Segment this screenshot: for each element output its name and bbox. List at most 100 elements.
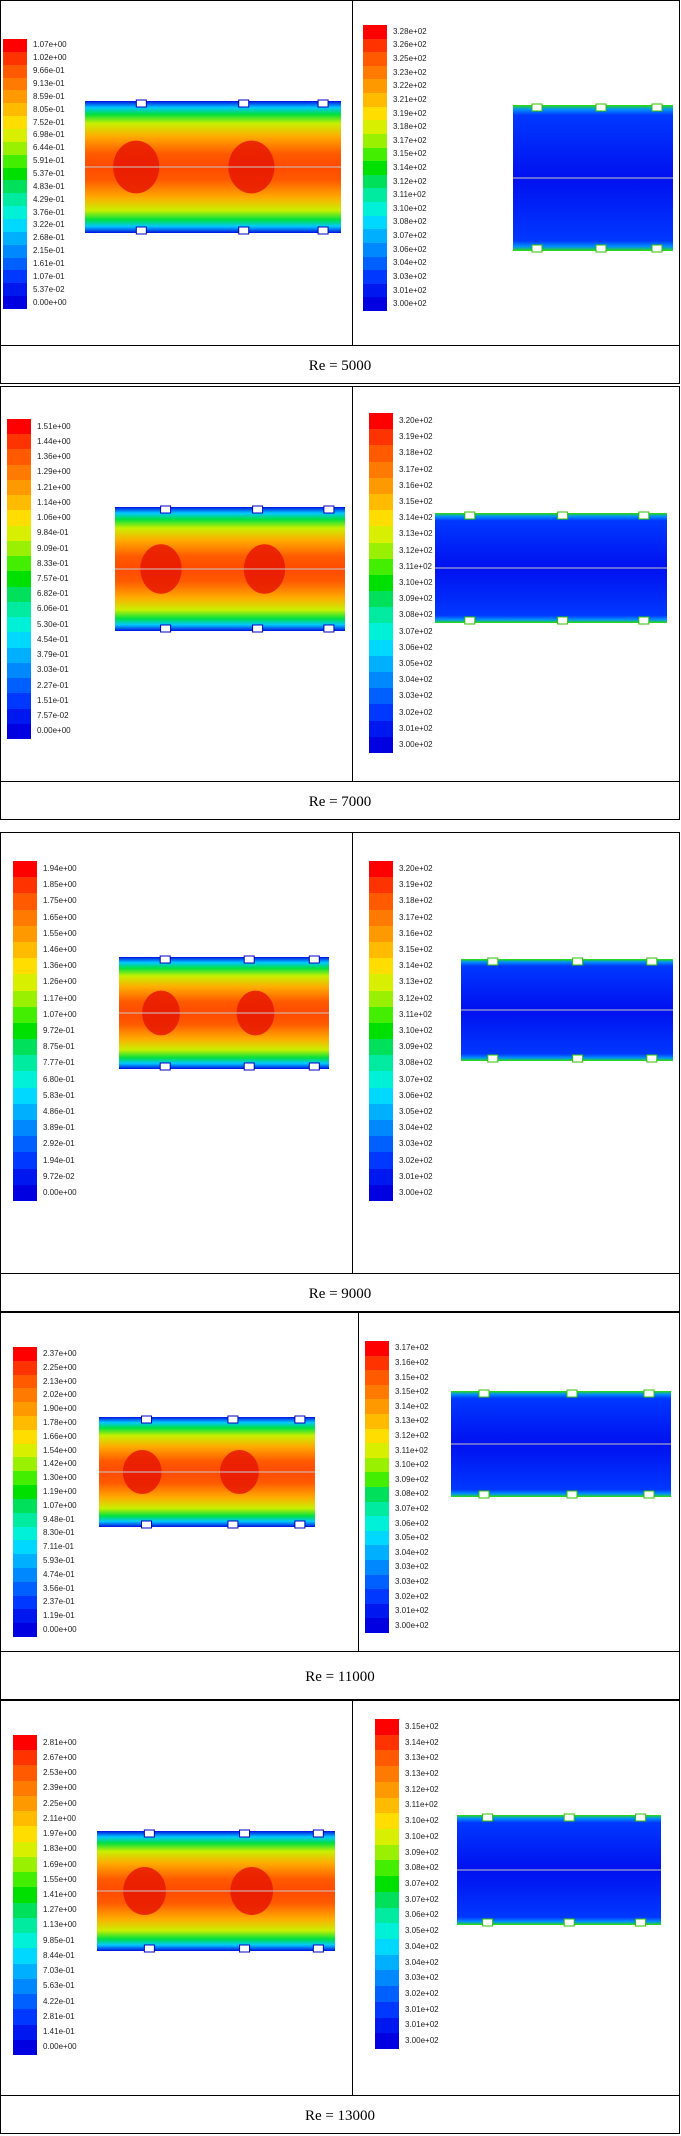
temperature-colorbar-label: 3.10e+02 bbox=[399, 578, 433, 587]
velocity-colorbar-label: 0.00e+00 bbox=[43, 1187, 77, 1197]
velocity-colorbar-label: 1.61e-01 bbox=[33, 259, 65, 268]
velocity-colorbar-swatch bbox=[13, 1374, 37, 1389]
temperature-colorbar-swatch bbox=[365, 1370, 389, 1386]
velocity-colorbar-label: 4.54e-01 bbox=[37, 634, 69, 644]
velocity-colorbar-label: 1.17e+00 bbox=[43, 993, 77, 1003]
temperature-colorbar: 3.20e+02 3.19e+02 3.18e+02 3.17e+02 3.16e+02… bbox=[369, 861, 439, 1202]
velocity-colorbar-label: 8.59e-01 bbox=[33, 91, 65, 101]
temperature-colorbar-label: 3.13e+02 bbox=[399, 529, 433, 539]
temperature-colorbar-label: 3.04e+02 bbox=[405, 1941, 439, 1951]
temperature-colorbar-swatch bbox=[375, 1750, 399, 1767]
temperature-colorbar-swatch bbox=[369, 704, 393, 722]
temperature-colorbar-label: 3.25e+02 bbox=[393, 54, 427, 64]
temperature-colorbar-label: 3.07e+02 bbox=[395, 1503, 429, 1513]
velocity-colorbar-label: 1.41e+00 bbox=[43, 1890, 77, 1899]
temperature-colorbar-swatch bbox=[375, 1986, 399, 2003]
velocity-colorbar-label: 7.11e-01 bbox=[43, 1542, 74, 1552]
velocity-colorbar-label: 1.51e-01 bbox=[37, 695, 69, 705]
temperature-colorbar-swatch bbox=[365, 1589, 389, 1605]
temperature-colorbar-swatch bbox=[369, 1087, 393, 1105]
temperature-colorbar-swatch bbox=[363, 161, 387, 176]
temperature-colorbar-label: 3.10e+02 bbox=[405, 1816, 439, 1826]
velocity-colorbar-label: 1.36e+00 bbox=[43, 961, 77, 971]
temperature-colorbar-swatch bbox=[363, 25, 387, 40]
temperature-colorbar-swatch bbox=[365, 1530, 389, 1546]
velocity-colorbar-swatch bbox=[13, 1022, 37, 1040]
velocity-colorbar-label: 0.00e+00 bbox=[33, 297, 67, 307]
temperature-colorbar-label: 3.10e+02 bbox=[399, 1026, 433, 1035]
velocity-colorbar-swatch bbox=[7, 419, 31, 435]
temperature-colorbar-swatch bbox=[363, 38, 387, 53]
temperature-colorbar-swatch bbox=[369, 429, 393, 446]
channel-rib bbox=[638, 511, 650, 520]
velocity-colorbar-swatch bbox=[3, 206, 27, 220]
temperature-colorbar-label: 3.14e+02 bbox=[399, 961, 433, 971]
velocity-colorbar-label: 9.84e-01 bbox=[37, 528, 69, 538]
temperature-colorbar-label: 3.28e+02 bbox=[393, 26, 427, 36]
velocity-colorbar-label: 5.37e-02 bbox=[33, 284, 65, 294]
channel-rib bbox=[464, 511, 476, 520]
temperature-colorbar-swatch bbox=[363, 242, 387, 257]
velocity-colorbar-label: 8.30e-01 bbox=[43, 1528, 75, 1538]
velocity-colorbar-swatch bbox=[13, 1841, 37, 1858]
channel-rib bbox=[252, 624, 264, 633]
velocity-colorbar-swatch bbox=[13, 1623, 37, 1638]
velocity-colorbar-label: 8.05e-01 bbox=[33, 104, 65, 114]
velocity-colorbar-label: 1.94e-01 bbox=[43, 1155, 75, 1165]
temperature-colorbar-label: 3.14e+02 bbox=[405, 1737, 439, 1747]
channel-rib bbox=[557, 616, 569, 625]
temperature-colorbar-label: 3.03e+02 bbox=[393, 271, 427, 281]
channel-rib bbox=[227, 1520, 239, 1529]
temperature-colorbar: 3.17e+02 3.16e+02 3.15e+02 3.15e+02 3.14e+02… bbox=[365, 1341, 435, 1634]
temperature-colorbar-label: 3.12e+02 bbox=[395, 1430, 429, 1440]
channel-rib bbox=[635, 1813, 647, 1822]
temperature-colorbar-swatch bbox=[365, 1341, 389, 1357]
velocity-colorbar-label: 2.81e+00 bbox=[43, 1737, 77, 1747]
velocity-colorbar-label: 1.13e+00 bbox=[43, 1920, 77, 1930]
temperature-colorbar-swatch bbox=[369, 1168, 393, 1186]
velocity-colorbar-swatch bbox=[3, 116, 27, 130]
reynolds-caption: Re = 13000 bbox=[1, 2095, 679, 2136]
temperature-contour-channel bbox=[451, 1389, 671, 1499]
velocity-colorbar-swatch bbox=[13, 1498, 37, 1514]
temperature-colorbar-label: 3.13e+02 bbox=[405, 1769, 439, 1778]
velocity-colorbar-label: 2.11e+00 bbox=[43, 1813, 76, 1823]
temperature-colorbar-label: 3.00e+02 bbox=[395, 1620, 429, 1630]
velocity-colorbar-swatch bbox=[7, 647, 31, 664]
channel-rib bbox=[643, 1490, 655, 1499]
channel-rib bbox=[239, 1944, 251, 1953]
velocity-colorbar-label: 2.25e+00 bbox=[43, 1798, 77, 1808]
velocity-colorbar-swatch bbox=[13, 1994, 37, 2010]
temperature-colorbar-swatch bbox=[363, 106, 387, 121]
channel-rib bbox=[227, 1415, 239, 1424]
temperature-colorbar-label: 3.10e+02 bbox=[395, 1460, 429, 1470]
temperature-colorbar-swatch bbox=[363, 147, 387, 162]
channel-rib bbox=[252, 505, 264, 514]
temperature-colorbar-swatch bbox=[369, 655, 393, 673]
temperature-colorbar-label: 3.01e+02 bbox=[405, 2004, 439, 2014]
velocity-colorbar-swatch bbox=[13, 1457, 37, 1472]
velocity-colorbar-swatch bbox=[13, 1526, 37, 1541]
velocity-colorbar-label: 2.15e-01 bbox=[33, 246, 65, 256]
velocity-colorbar-label: 4.22e-01 bbox=[43, 1996, 75, 2006]
velocity-colorbar-swatch bbox=[3, 129, 27, 143]
temperature-colorbar-swatch bbox=[375, 1923, 399, 1940]
temperature-colorbar-swatch bbox=[369, 510, 393, 527]
panel-divider bbox=[358, 1313, 359, 1651]
temperature-colorbar-swatch bbox=[365, 1399, 389, 1415]
velocity-contour-channel bbox=[99, 1415, 315, 1529]
temperature-colorbar-swatch bbox=[363, 120, 387, 135]
velocity-colorbar-swatch bbox=[13, 1168, 37, 1186]
temperature-colorbar-swatch bbox=[369, 461, 393, 479]
temperature-contour-channel bbox=[461, 957, 673, 1063]
velocity-colorbar-label: 1.07e+00 bbox=[43, 1009, 77, 1019]
temperature-colorbar-label: 3.01e+02 bbox=[405, 2020, 439, 2030]
velocity-colorbar-label: 3.76e-01 bbox=[33, 207, 65, 217]
velocity-colorbar-swatch bbox=[13, 974, 37, 992]
velocity-colorbar-label: 1.02e+00 bbox=[33, 53, 67, 63]
channel-rib bbox=[487, 1054, 499, 1063]
velocity-colorbar-swatch bbox=[13, 1811, 37, 1827]
temperature-colorbar-label: 3.03e+02 bbox=[395, 1562, 429, 1572]
temperature-colorbar-swatch bbox=[369, 1039, 393, 1056]
temperature-colorbar-label: 3.02e+02 bbox=[399, 707, 433, 717]
